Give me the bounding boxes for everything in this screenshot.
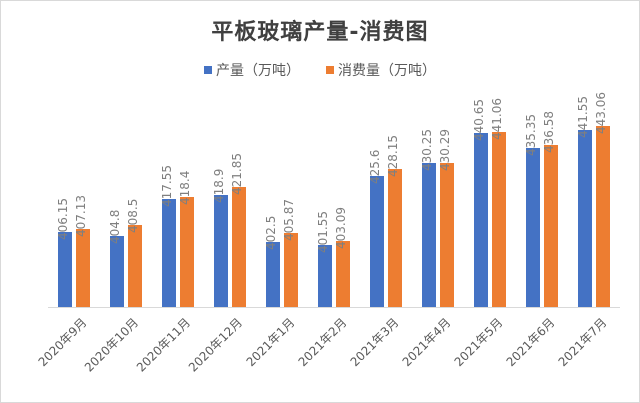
bar-production: [162, 199, 176, 307]
bar-production: [474, 132, 488, 307]
legend-swatch-consumption: [326, 66, 334, 74]
data-label: 425.6: [368, 149, 382, 185]
legend-label-production: 产量（万吨）: [216, 63, 300, 79]
data-label: 440.65: [472, 98, 486, 141]
plot-area: 406.15 407.13 404.8 408.5 417.55 418.4 418.9 42…: [48, 90, 620, 307]
data-label: 403.09: [334, 206, 348, 249]
legend-swatch-production: [204, 66, 212, 74]
data-label: 430.29: [438, 128, 452, 171]
data-label: 417.55: [160, 165, 174, 208]
bar-production: [58, 231, 72, 307]
bar-production: [318, 245, 332, 307]
bar-consumption: [128, 225, 142, 307]
data-label: 443.06: [594, 92, 608, 135]
bar-production: [214, 195, 228, 307]
bar-production: [526, 148, 540, 307]
data-label: 428.15: [386, 134, 400, 177]
legend-item-consumption: 消费量（万吨）: [326, 60, 436, 80]
data-label: 407.13: [74, 195, 88, 238]
bar-consumption: [336, 240, 350, 307]
legend-item-production: 产量（万吨）: [204, 60, 300, 80]
bar-consumption: [180, 196, 194, 307]
bar-production: [110, 235, 124, 307]
legend-label-consumption: 消费量（万吨）: [338, 63, 436, 79]
bar-production: [422, 162, 436, 307]
data-label: 430.25: [420, 128, 434, 171]
bar-consumption: [440, 162, 454, 307]
bar-consumption: [596, 126, 610, 307]
legend: 产量（万吨） 消费量（万吨）: [0, 60, 640, 80]
bar-consumption: [544, 144, 558, 307]
data-label: 421.85: [230, 152, 244, 195]
bar-consumption: [388, 168, 402, 307]
bar-production: [266, 242, 280, 307]
data-label: 418.9: [212, 168, 226, 204]
data-label: 405.87: [282, 198, 296, 241]
chart-title: 平板玻璃产量-消费图: [211, 20, 429, 45]
bar-production: [578, 130, 592, 307]
data-label: 402.5: [264, 216, 278, 251]
bar-production: [370, 176, 384, 307]
data-label: 418.4: [178, 170, 192, 205]
bar-consumption: [492, 131, 506, 307]
bar-consumption: [284, 232, 298, 307]
data-label: 435.35: [524, 114, 538, 157]
data-label: 436.58: [542, 110, 556, 153]
bar-consumption: [76, 229, 90, 307]
x-axis-line: [48, 307, 620, 308]
data-label: 406.15: [56, 197, 70, 240]
data-label: 404.8: [108, 209, 122, 244]
data-label: 441.55: [576, 96, 590, 139]
data-label: 441.06: [490, 97, 504, 140]
bar-consumption: [232, 186, 246, 307]
data-label: 401.55: [316, 211, 330, 254]
data-label: 408.5: [126, 198, 140, 234]
